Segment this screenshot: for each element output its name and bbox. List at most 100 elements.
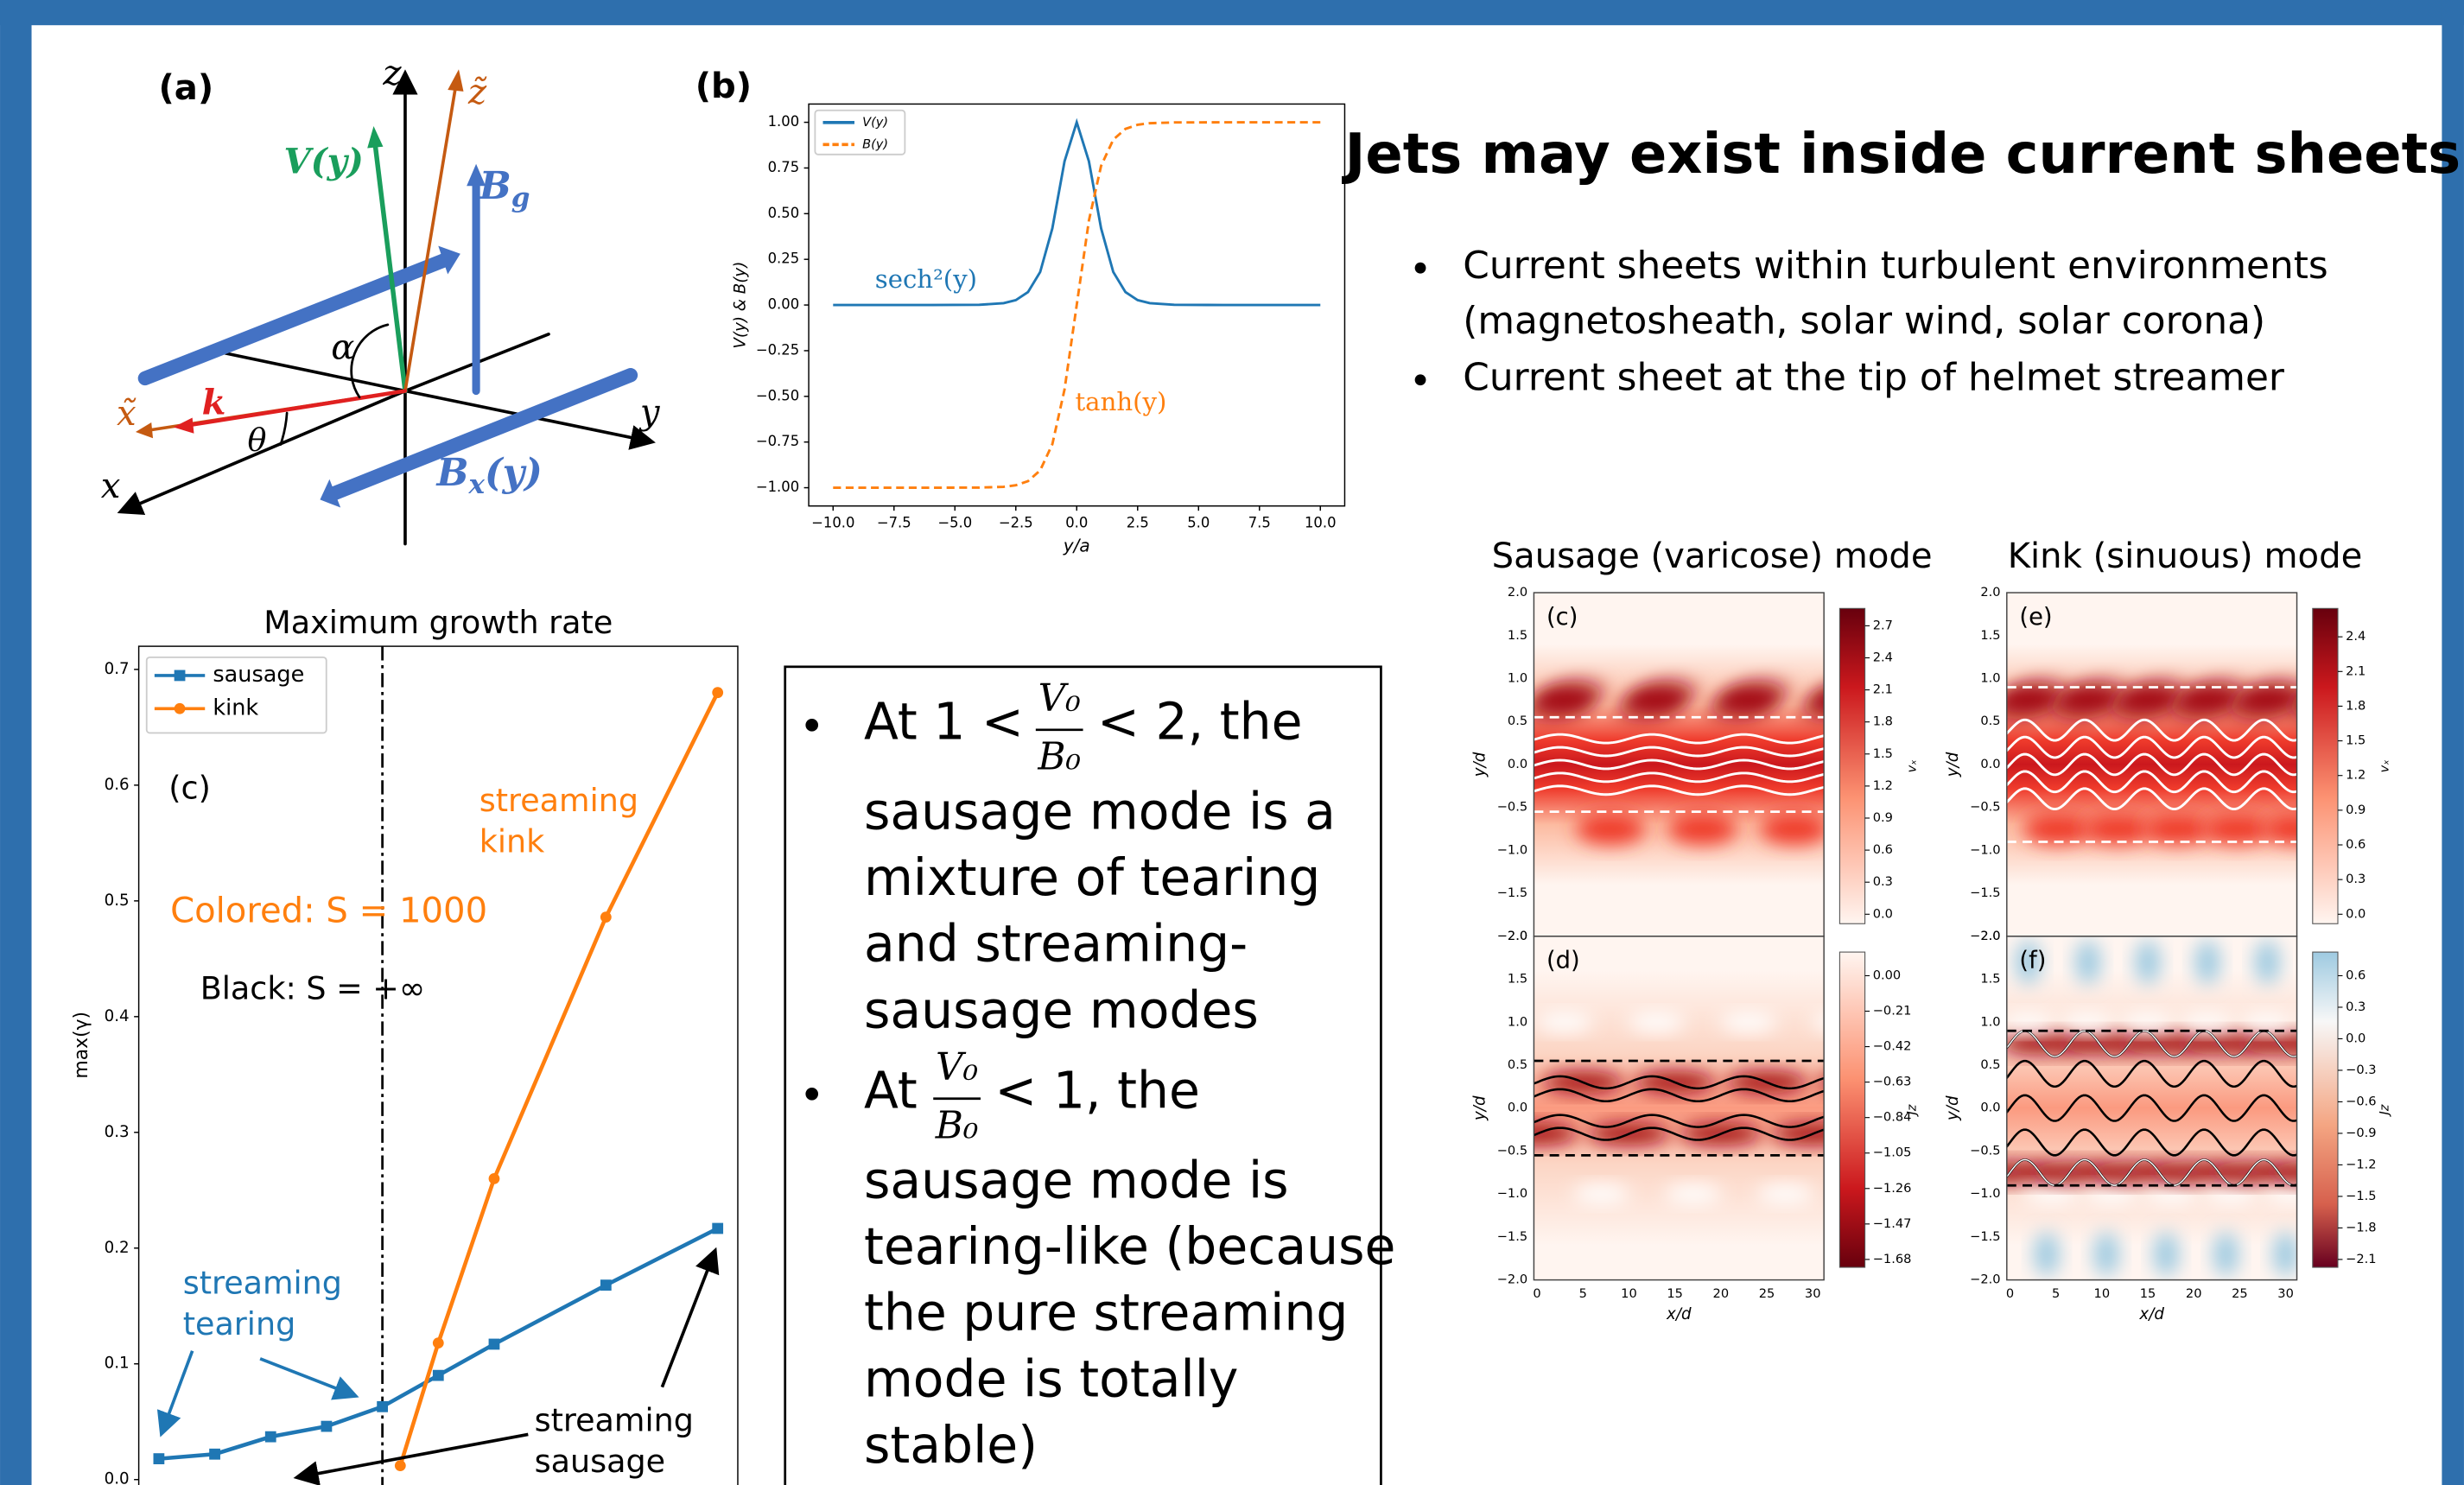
y-tick-label: −1.0 xyxy=(1497,1186,1527,1201)
header-bar xyxy=(0,0,2464,25)
heatmap-blob xyxy=(1999,1012,2056,1031)
bullet-dot xyxy=(805,719,818,732)
bullet-text: mode is totally xyxy=(864,1349,1239,1408)
colorbar-tick-label: −0.63 xyxy=(1873,1075,1912,1089)
y-tick-label: −0.5 xyxy=(1970,800,2000,815)
heatmap-blob xyxy=(2075,940,2100,984)
heatmap-blob xyxy=(2083,1184,2140,1203)
colorbar-label: vₓ xyxy=(1904,759,1919,773)
colorbar-tick-label: −2.1 xyxy=(2346,1252,2376,1266)
y-tick-label: −1.00 xyxy=(756,479,799,495)
annotation: tearing xyxy=(183,1305,296,1342)
annotation: (c) xyxy=(168,770,211,807)
y-tick-label: −0.25 xyxy=(756,341,799,358)
axis-name: x̃ xyxy=(117,394,137,434)
y-tick-label: 1.5 xyxy=(1980,628,2000,643)
x-tick-label: 2.5 xyxy=(1127,514,1149,530)
y-tick-label: 0.3 xyxy=(105,1123,130,1141)
y-tick-label: 1.0 xyxy=(1980,671,2000,686)
colorbar-tick-label: 2.4 xyxy=(2346,629,2366,644)
x-tick-label: 10 xyxy=(1621,1286,1637,1301)
right-border xyxy=(2442,0,2464,1485)
vector-label: k xyxy=(202,382,226,422)
symbol: B xyxy=(435,451,468,495)
heatmap-panel: (f)2.01.51.00.50.0−0.5−1.0−1.5−2.0y/d051… xyxy=(1944,929,2392,1323)
colorbar-tick-label: 1.8 xyxy=(2346,698,2366,713)
y-axis-label: y/d xyxy=(1944,752,1962,777)
y-tick-label: 0.1 xyxy=(105,1355,130,1373)
y-tick-label: −1.0 xyxy=(1970,1186,2000,1201)
heatmap-title: Kink (sinuous) mode xyxy=(2008,536,2363,576)
annotation: streaming xyxy=(535,1401,694,1438)
chart-title: Maximum growth rate xyxy=(264,604,613,641)
y-tick-label: 1.00 xyxy=(768,113,800,130)
bullet-text: < 1, the xyxy=(994,1061,1200,1120)
y-tick-label: −0.50 xyxy=(756,387,799,403)
annotation: Black: S = +∞ xyxy=(200,969,426,1006)
theta-arc xyxy=(281,413,287,444)
fraction-numerator: V₀ xyxy=(1038,676,1081,720)
colorbar xyxy=(1839,608,1864,923)
legend-marker xyxy=(175,670,186,682)
annotation: streaming xyxy=(183,1265,342,1302)
bullet-text: Current sheets within turbulent environm… xyxy=(1463,244,2327,288)
heatmap-panel: (c)2.01.51.00.50.0−0.5−1.0−1.5−2.0y/d2.7… xyxy=(1470,585,1921,943)
marker xyxy=(489,1173,500,1184)
heatmap-blob xyxy=(1576,813,1645,844)
marker xyxy=(395,1460,406,1471)
heatmap-blob xyxy=(2034,1232,2059,1276)
colorbar-tick-label: 0.3 xyxy=(2346,872,2366,886)
heatmap-blob xyxy=(2094,1232,2119,1276)
colorbar-tick-label: −1.2 xyxy=(2346,1157,2376,1171)
left-border xyxy=(0,0,31,1485)
colorbar-tick-label: 2.4 xyxy=(1873,650,1893,664)
x-tick-label: 0.0 xyxy=(1065,514,1088,530)
heatmap-blob xyxy=(1756,1184,1813,1203)
y-tick-label: −0.5 xyxy=(1497,800,1527,815)
colorbar-label: vₓ xyxy=(2378,759,2392,773)
y-tick-label: 0.00 xyxy=(768,296,800,313)
legend-label: V(y) xyxy=(862,115,888,130)
bullet-text: stable) xyxy=(864,1416,1038,1475)
velocity-arrow xyxy=(375,145,405,391)
y-axis-label: y/d xyxy=(1470,1095,1489,1121)
colorbar-tick-label: −1.8 xyxy=(2346,1220,2376,1234)
y-tick-label: 0.0 xyxy=(1508,1101,1527,1115)
colorbar-tick-label: 2.1 xyxy=(2346,663,2366,678)
heatmap-panel: (d)2.01.51.00.50.0−0.5−1.0−1.5−2.0y/d051… xyxy=(1470,929,1919,1323)
x-tick-label: 10.0 xyxy=(1305,514,1337,530)
y-tick-label: 1.0 xyxy=(1508,671,1527,686)
y-tick-label: −2.0 xyxy=(1970,1272,2000,1287)
y-axis-label: y/d xyxy=(1944,1095,1962,1121)
annotation: streaming xyxy=(479,782,638,819)
heatmap-blob xyxy=(2213,1232,2239,1276)
y-tick-label: 0.2 xyxy=(105,1239,130,1257)
bullet-text: and streaming- xyxy=(864,915,1248,974)
axis-name: z̃ xyxy=(467,73,487,112)
marker xyxy=(209,1449,220,1460)
marker xyxy=(433,1370,444,1381)
heatmap-blob xyxy=(2119,1012,2176,1031)
colorbar-tick-label: 0.3 xyxy=(2346,1000,2366,1014)
y-tick-label: −1.5 xyxy=(1497,1229,1527,1244)
y-tick-label: 0.5 xyxy=(1508,714,1527,728)
heatmap-blob xyxy=(2135,940,2160,984)
colorbar-tick-label: 0.9 xyxy=(2346,803,2366,817)
y-tick-label: 2.0 xyxy=(1508,585,1527,600)
heatmap-blob xyxy=(2143,1184,2200,1203)
x-axis-label: x/d xyxy=(1666,1305,1692,1323)
x-tick-label: 5 xyxy=(1579,1286,1587,1301)
marker xyxy=(154,1453,165,1464)
y-tick-label: 1.5 xyxy=(1980,972,2000,987)
heatmap-band xyxy=(1534,971,1824,1246)
panel-label: (e) xyxy=(2019,604,2052,631)
annotation-arrow xyxy=(162,1351,193,1431)
colorbar-tick-label: 0.6 xyxy=(2346,837,2366,852)
axis-name: y xyxy=(638,392,661,432)
subscript: g xyxy=(511,181,530,213)
annotation: kink xyxy=(479,823,545,860)
colorbar-tick-label: 2.1 xyxy=(1873,682,1893,697)
legend-label: kink xyxy=(213,695,258,720)
x-tick-label: 0 xyxy=(1533,1286,1540,1301)
annotation: sech²(y) xyxy=(875,264,977,294)
